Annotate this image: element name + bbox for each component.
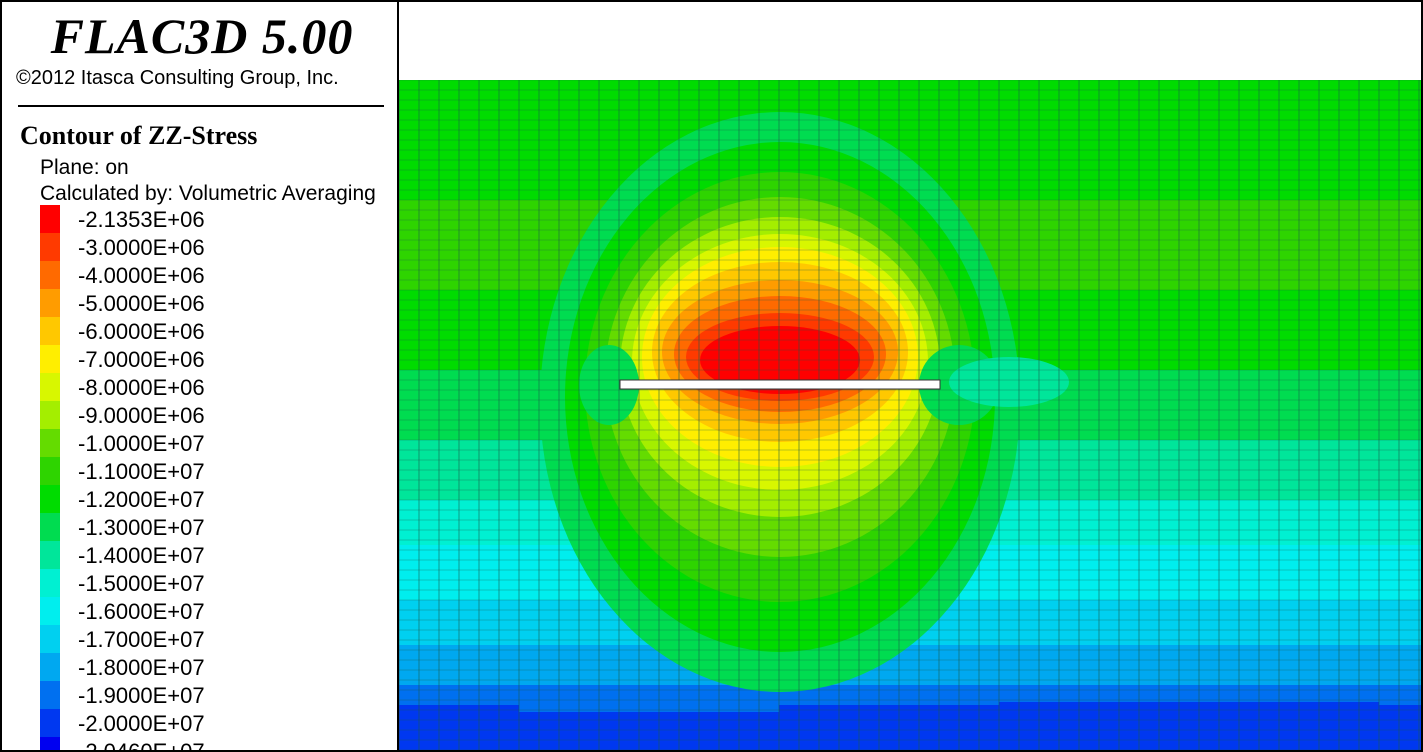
legend-item: -1.1000E+07 <box>40 457 398 485</box>
legend-swatch <box>40 345 60 373</box>
legend-swatch <box>40 485 60 513</box>
app-title: FLAC3D 5.00 <box>50 8 354 64</box>
legend-label: -1.1000E+07 <box>78 459 205 484</box>
legend-swatch <box>40 289 60 317</box>
legend-label: -1.5000E+07 <box>78 571 205 596</box>
plane-status: Plane: on <box>40 156 129 179</box>
legend-swatch <box>40 625 60 653</box>
contour-plot-svg[interactable] <box>399 2 1421 750</box>
legend-swatch <box>40 541 60 569</box>
contour-title: Contour of ZZ-Stress <box>20 121 258 150</box>
legend-swatch <box>40 205 60 233</box>
legend-panel: FLAC3D 5.00 ©2012 Itasca Consulting Grou… <box>2 2 398 750</box>
legend-item: -2.0460E+07 <box>40 737 398 750</box>
legend-item: -1.3000E+07 <box>40 513 398 541</box>
legend-label: -1.6000E+07 <box>78 599 205 624</box>
title-divider <box>18 105 384 107</box>
legend-label: -2.0460E+07 <box>78 738 205 750</box>
legend-item: -1.6000E+07 <box>40 597 398 625</box>
legend-label: -5.0000E+06 <box>78 291 205 316</box>
legend-swatch <box>40 457 60 485</box>
legend-label: -4.0000E+06 <box>78 263 205 288</box>
legend-item: -1.0000E+07 <box>40 429 398 457</box>
contour-lobe <box>949 357 1069 407</box>
contour-band <box>519 692 779 712</box>
legend-swatch <box>40 653 60 681</box>
legend-swatch <box>40 681 60 709</box>
legend-label: -7.0000E+06 <box>78 347 205 372</box>
legend-swatch <box>40 261 60 289</box>
legend-swatch <box>40 317 60 345</box>
legend-item: -1.2000E+07 <box>40 485 398 513</box>
legend-label: -2.0000E+07 <box>78 711 205 736</box>
legend-item: -6.0000E+06 <box>40 317 398 345</box>
legend-item: -1.9000E+07 <box>40 681 398 709</box>
legend-label: -1.2000E+07 <box>78 487 205 512</box>
legend-swatch <box>40 373 60 401</box>
legend-swatch <box>40 233 60 261</box>
contour-band <box>999 702 1379 717</box>
legend-label: -1.4000E+07 <box>78 543 205 568</box>
copyright-text: ©2012 Itasca Consulting Group, Inc. <box>16 67 339 89</box>
legend-item: -4.0000E+06 <box>40 261 398 289</box>
legend-item: -2.0000E+07 <box>40 709 398 737</box>
legend-label: -2.1353E+06 <box>78 207 205 232</box>
legend-label: -1.0000E+07 <box>78 431 205 456</box>
legend-item: -1.8000E+07 <box>40 653 398 681</box>
legend-item: -1.7000E+07 <box>40 625 398 653</box>
legend-item: -2.1353E+06 <box>40 205 398 233</box>
contour-band <box>399 645 1421 685</box>
legend-swatch <box>40 569 60 597</box>
legend-label: -9.0000E+06 <box>78 403 205 428</box>
legend-item: -1.5000E+07 <box>40 569 398 597</box>
contour-plot-area[interactable] <box>399 2 1421 750</box>
panel-divider <box>397 0 399 752</box>
legend-item: -3.0000E+06 <box>40 233 398 261</box>
legend-swatch <box>40 429 60 457</box>
legend-label: -1.9000E+07 <box>78 683 205 708</box>
legend-item: -7.0000E+06 <box>40 345 398 373</box>
legend-swatch <box>40 709 60 737</box>
legend-color-scale: -2.1353E+06 -3.0000E+06 -4.0000E+06 -5.0… <box>40 205 398 750</box>
legend-swatch <box>40 513 60 541</box>
legend-label: -3.0000E+06 <box>78 235 205 260</box>
legend-label: -8.0000E+06 <box>78 375 205 400</box>
legend-swatch <box>40 597 60 625</box>
legend-swatch <box>40 737 60 750</box>
legend-item: -1.4000E+07 <box>40 541 398 569</box>
contour-lobe <box>579 345 639 425</box>
legend-label: -1.3000E+07 <box>78 515 205 540</box>
legend-item: -8.0000E+06 <box>40 373 398 401</box>
legend-label: -1.7000E+07 <box>78 627 205 652</box>
legend-label: -6.0000E+06 <box>78 319 205 344</box>
legend-label: -1.8000E+07 <box>78 655 205 680</box>
excavation-slot <box>619 379 941 390</box>
legend-item: -9.0000E+06 <box>40 401 398 429</box>
calculation-method: Calculated by: Volumetric Averaging <box>40 182 376 205</box>
legend-swatch <box>40 401 60 429</box>
legend-item: -5.0000E+06 <box>40 289 398 317</box>
